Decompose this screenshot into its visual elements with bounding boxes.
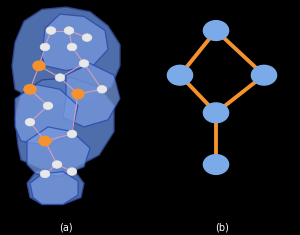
Circle shape — [67, 130, 77, 138]
Circle shape — [82, 34, 92, 41]
Circle shape — [33, 61, 45, 70]
Circle shape — [55, 74, 65, 81]
Circle shape — [67, 168, 77, 175]
Polygon shape — [27, 169, 84, 204]
Circle shape — [203, 103, 229, 123]
Circle shape — [25, 118, 35, 126]
Circle shape — [52, 161, 62, 168]
Circle shape — [97, 86, 107, 93]
Circle shape — [203, 21, 229, 40]
Circle shape — [79, 60, 89, 67]
Polygon shape — [42, 14, 108, 70]
Polygon shape — [12, 7, 120, 103]
Text: (b): (b) — [215, 223, 229, 233]
Circle shape — [43, 102, 53, 110]
Polygon shape — [15, 85, 78, 146]
Circle shape — [40, 170, 50, 178]
Circle shape — [39, 136, 51, 146]
Circle shape — [72, 89, 84, 99]
Circle shape — [251, 65, 277, 85]
Circle shape — [64, 27, 74, 34]
Circle shape — [203, 155, 229, 174]
Polygon shape — [30, 172, 78, 204]
Circle shape — [167, 65, 193, 85]
Polygon shape — [63, 63, 120, 127]
Circle shape — [40, 43, 50, 51]
Circle shape — [46, 27, 56, 34]
Circle shape — [24, 85, 36, 94]
Circle shape — [67, 43, 77, 51]
Polygon shape — [15, 78, 114, 169]
Text: (a): (a) — [59, 223, 73, 233]
Polygon shape — [27, 127, 90, 176]
